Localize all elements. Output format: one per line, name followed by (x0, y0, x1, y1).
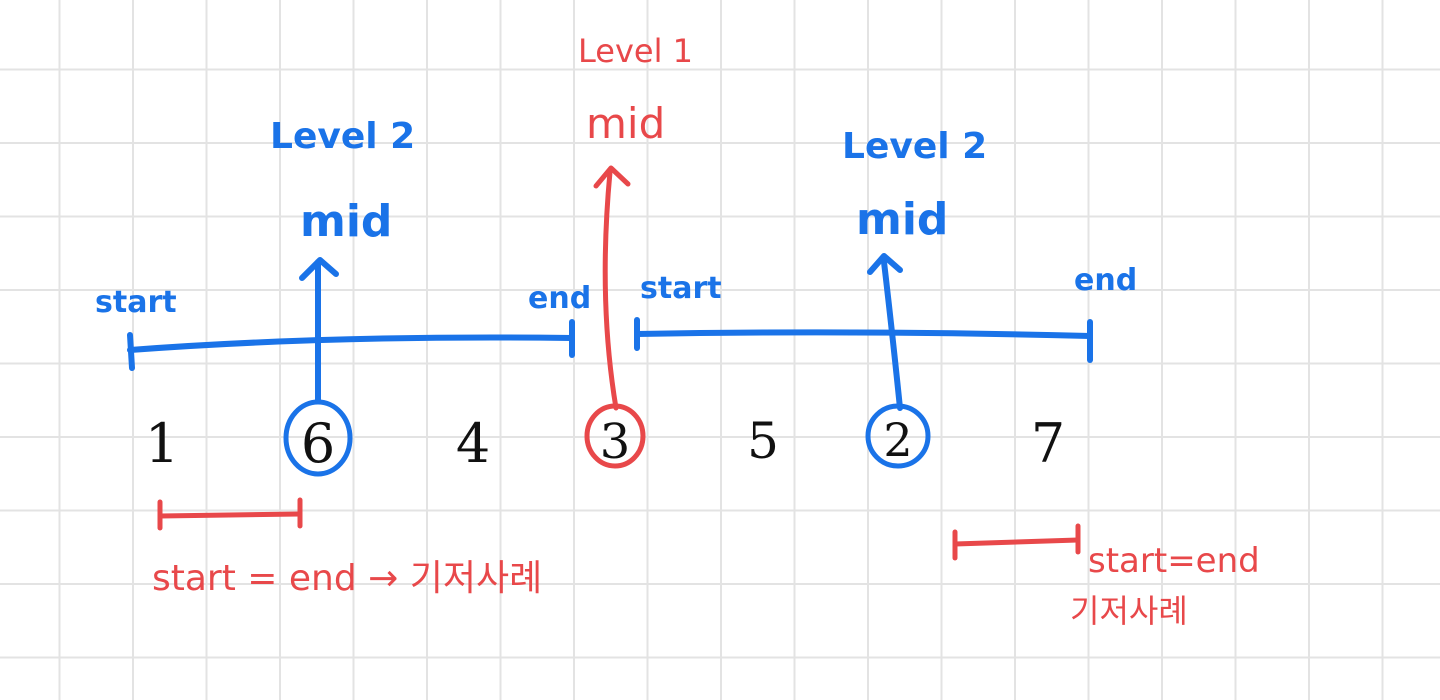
left-level-label: Level 2 (270, 116, 415, 157)
array-element-6: 7 (1031, 412, 1065, 475)
base-left-segment (157, 511, 303, 519)
left-end-label: end (528, 281, 591, 316)
left-mid-arrow-head (299, 257, 339, 281)
array-element-4: 5 (747, 412, 779, 470)
array-element-2: 4 (456, 412, 490, 475)
right-level-label: Level 2 (842, 126, 987, 167)
right-end-label: end (1074, 263, 1137, 298)
right-start-label: start (640, 271, 722, 306)
top-mid-arrow-head (593, 165, 631, 189)
base-right-caption-1: start=end (1088, 541, 1260, 581)
left-segment-start-tick (127, 332, 135, 371)
array-element-0: 1 (145, 412, 179, 475)
base-right-caption-2: 기저사례 (1070, 592, 1188, 630)
right-segment-line (634, 329, 1093, 339)
array-element-5: 2 (883, 413, 912, 467)
right-mid-arrow-head (867, 253, 903, 275)
array-element-1: 6 (301, 412, 335, 475)
left-mid-circle (283, 399, 353, 477)
top-mid-label: mid (586, 99, 665, 148)
base-right-segment (952, 537, 1081, 547)
right-mid-arrow-shaft (881, 259, 903, 411)
left-mid-label: mid (300, 196, 392, 247)
left-segment-line (127, 334, 575, 353)
right-mid-label: mid (856, 194, 948, 245)
right-mid-circle (865, 403, 931, 469)
left-start-label: start (95, 285, 177, 320)
top-mid-circle (584, 403, 646, 469)
base-left-caption: start = end → 기저사례 (152, 558, 542, 599)
top-level-label: Level 1 (578, 32, 693, 70)
top-mid-arrow-shaft (602, 169, 619, 411)
array-element-3: 3 (600, 414, 631, 470)
